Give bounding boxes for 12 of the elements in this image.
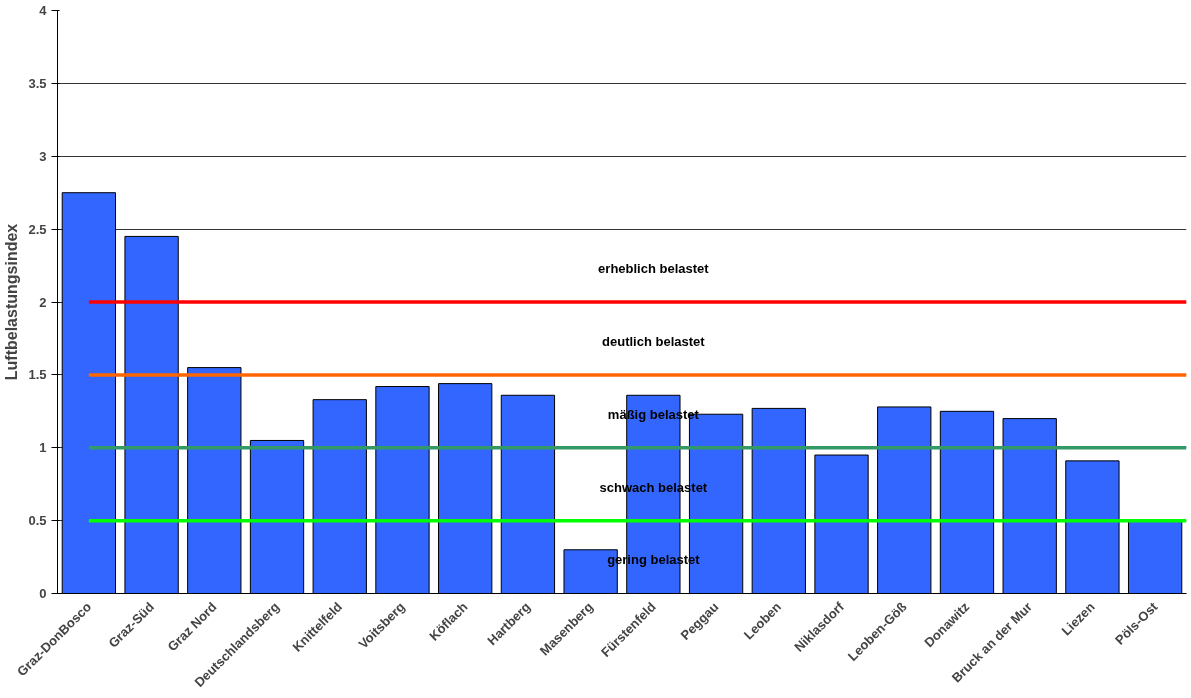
y-tick-label: 0: [39, 586, 47, 601]
y-tick-label: 1.5: [28, 367, 47, 383]
y-tick-label: 2: [39, 294, 47, 310]
y-tick-label: 4: [39, 3, 48, 18]
annotation: erheblich belastet: [598, 260, 710, 276]
y-axis-title: Luftbelastungsindex: [3, 223, 21, 381]
y-tick-label: 2.5: [28, 221, 47, 237]
y-tick-label: 0.5: [28, 513, 47, 529]
y-tick-label: 3: [39, 148, 47, 164]
annotation: deutlich belastet: [602, 333, 706, 349]
y-tick-label: 3.5: [28, 75, 47, 91]
y-tick-label: 1: [39, 440, 47, 456]
